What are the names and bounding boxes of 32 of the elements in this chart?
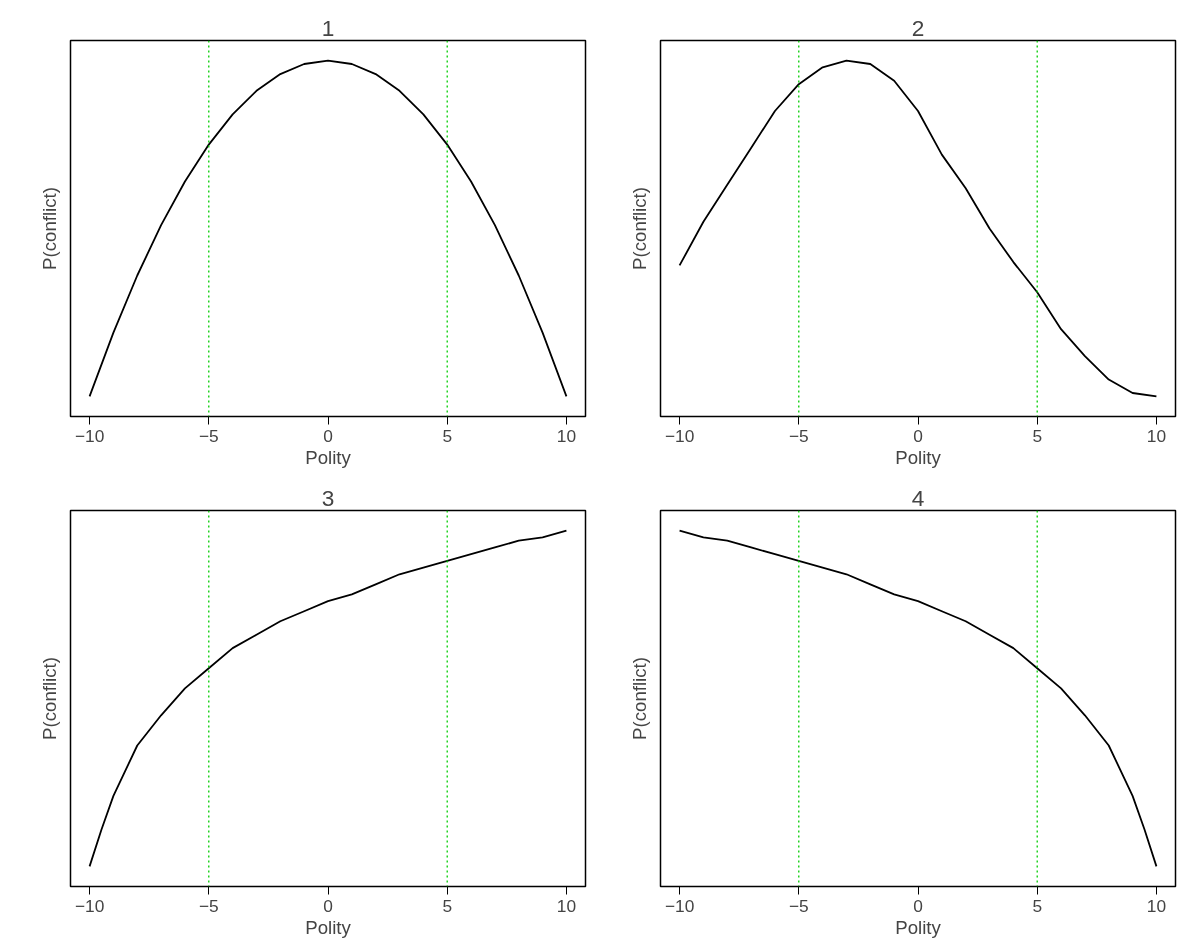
chart-title: 1 [321,14,335,41]
chart-title: 4 [911,484,925,511]
x-tick-label: 5 [1032,425,1043,446]
x-tick-label: 5 [1032,895,1043,916]
x-tick-label: −10 [74,895,105,916]
x-tick-label: 10 [556,425,577,446]
x-axis-title: Polity [895,446,942,468]
x-axis-title: Polity [305,916,352,938]
x-axis-title: Polity [895,916,942,938]
x-tick-label: −5 [788,895,809,916]
x-tick-label: 5 [442,425,453,446]
chart-title: 3 [321,484,335,511]
x-tick-label: 0 [323,425,333,446]
x-tick-label: 0 [913,895,923,916]
x-tick-label: −10 [664,425,695,446]
x-tick-label: 0 [323,895,333,916]
x-axis-title: Polity [305,446,352,468]
x-tick-label: −10 [74,425,105,446]
y-axis-title: P(conflict) [628,187,650,270]
x-tick-label: −10 [664,895,695,916]
x-tick-label: 0 [913,425,923,446]
y-axis-title: P(conflict) [38,187,60,270]
x-tick-label: −5 [198,425,219,446]
x-tick-label: 10 [556,895,577,916]
chart-title: 2 [911,14,925,41]
x-tick-label: −5 [788,425,809,446]
y-axis-title: P(conflict) [38,657,60,740]
x-tick-label: −5 [198,895,219,916]
x-tick-label: 10 [1146,425,1167,446]
x-tick-label: 10 [1146,895,1167,916]
x-tick-label: 5 [442,895,453,916]
y-axis-title: P(conflict) [628,657,650,740]
